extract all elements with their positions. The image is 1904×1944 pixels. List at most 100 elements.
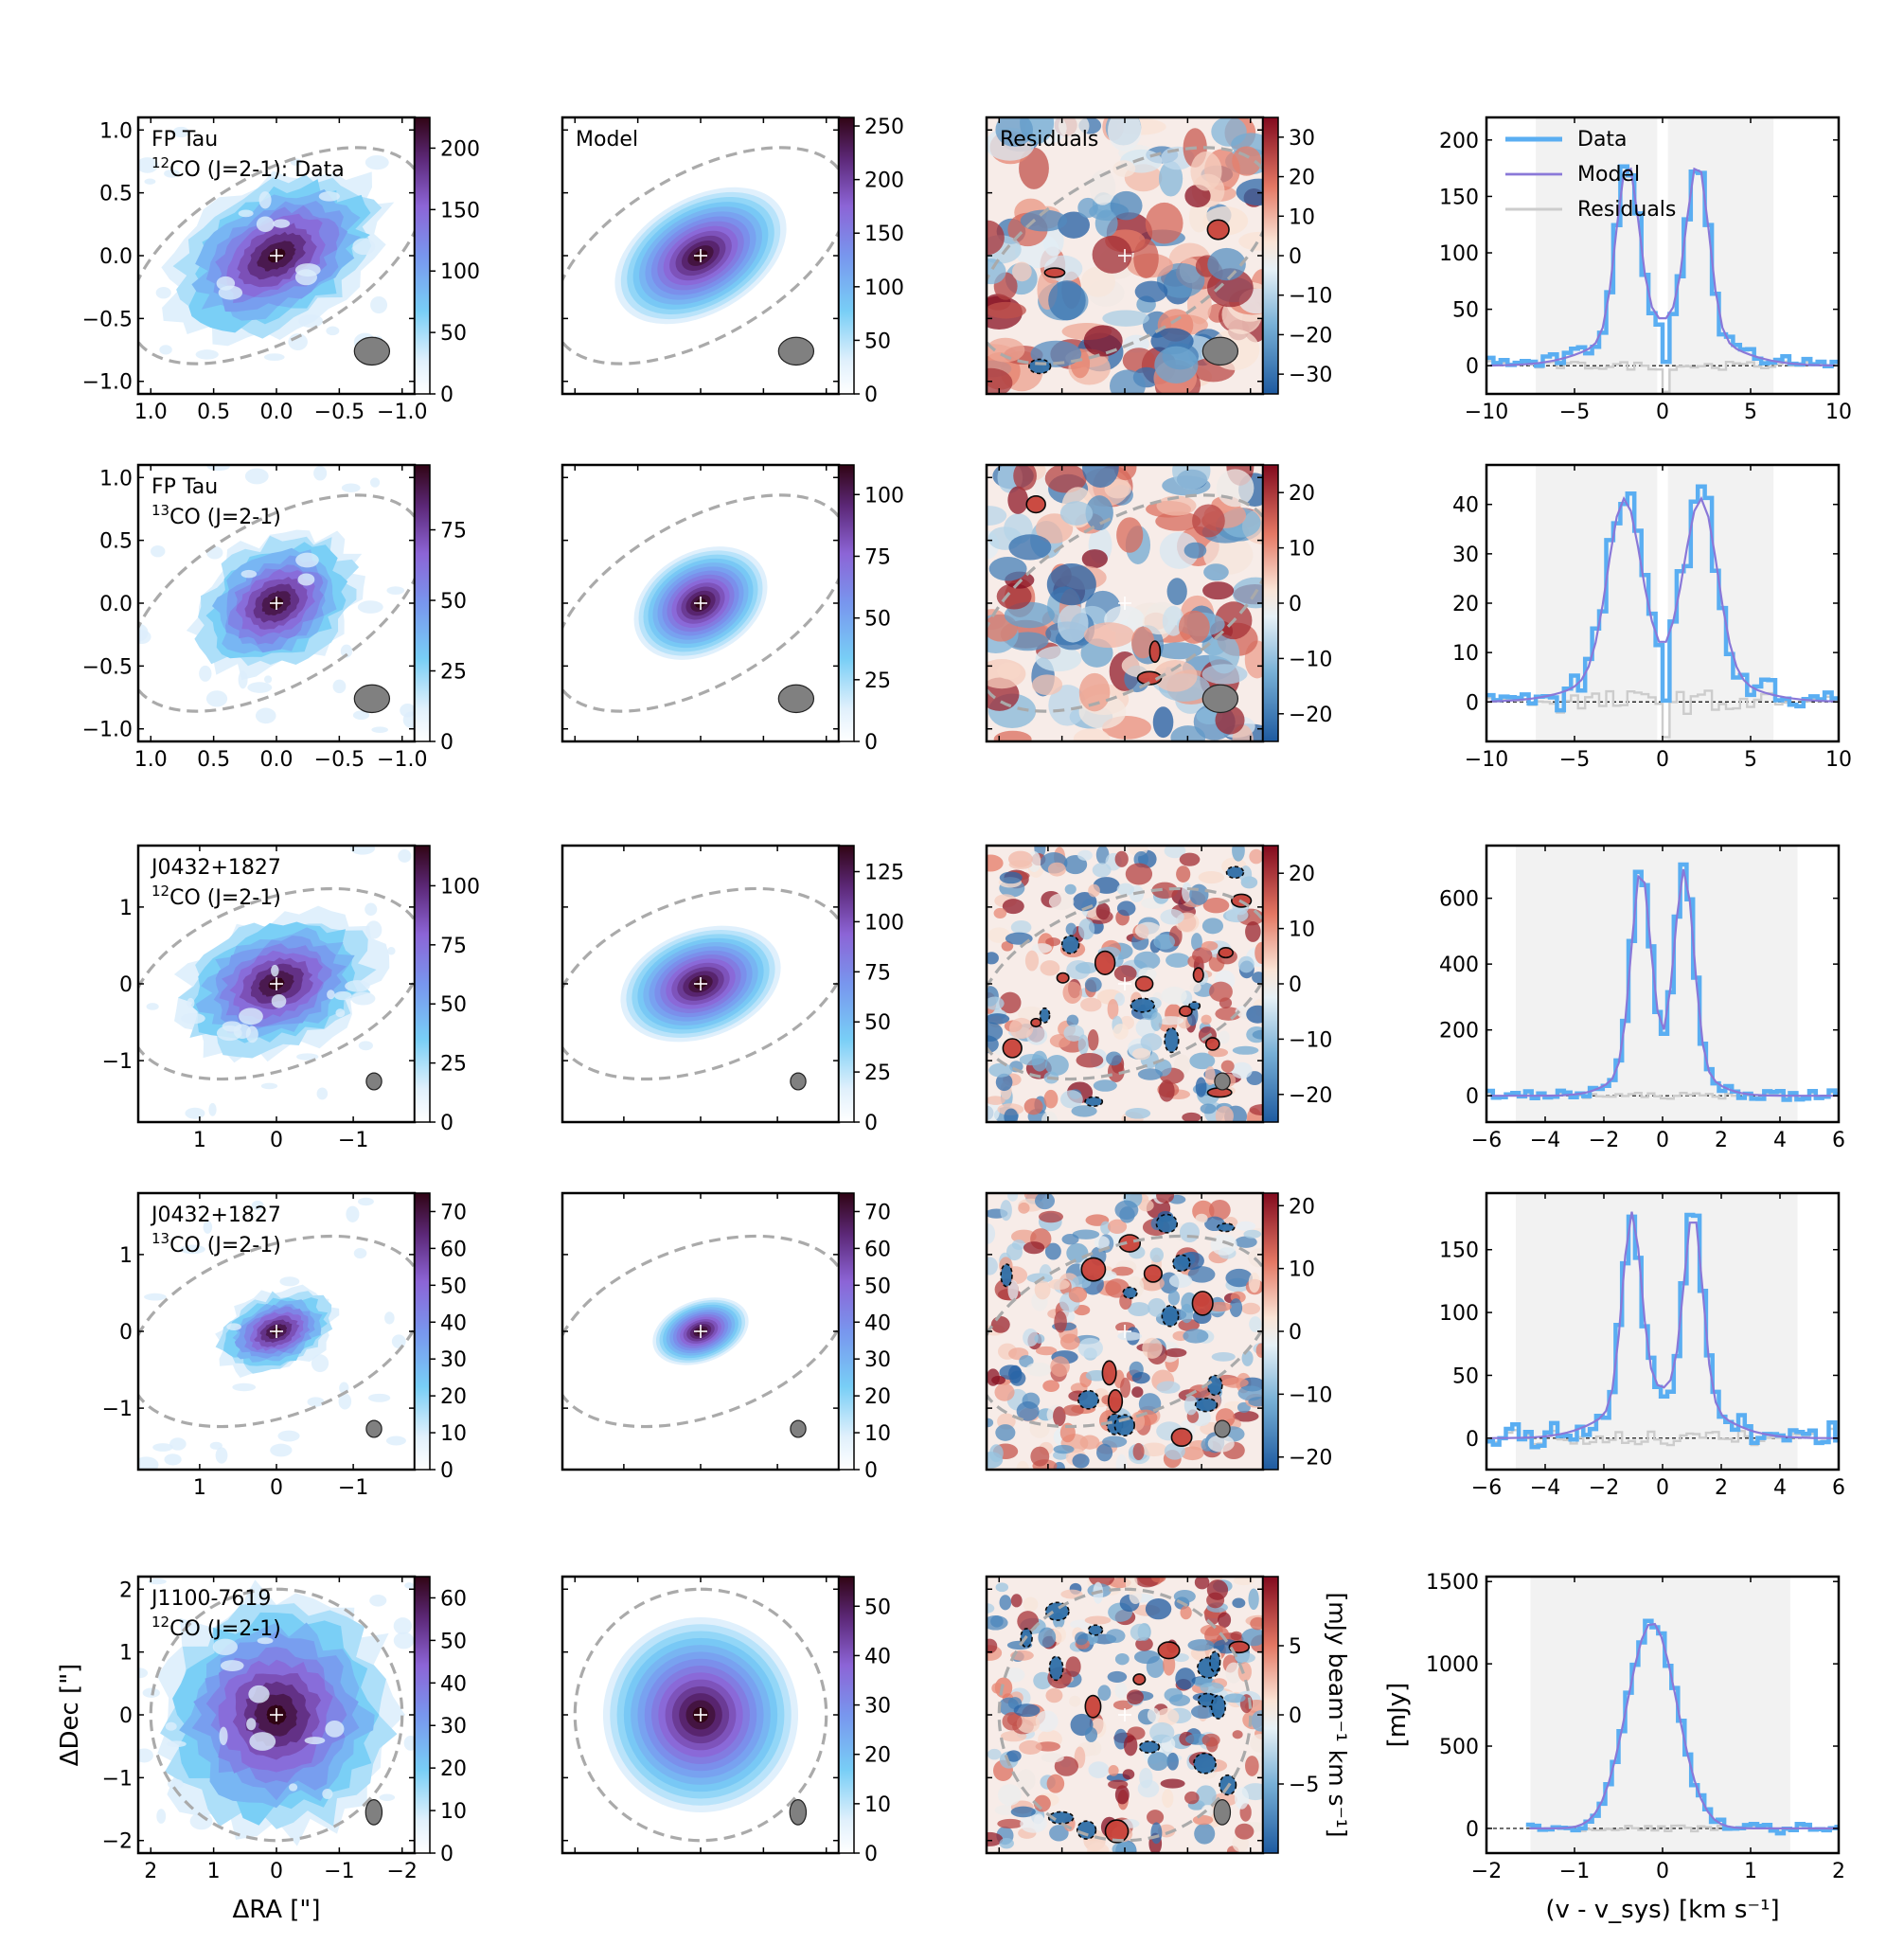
noise-patch xyxy=(232,1382,257,1392)
residual-patch xyxy=(1200,1103,1217,1115)
noise-patch xyxy=(370,295,388,314)
residual-patch xyxy=(1102,310,1149,327)
beam-ellipse xyxy=(365,1798,383,1826)
colorbar-tick-label: 30 xyxy=(440,1715,467,1739)
residual-patch xyxy=(1168,1274,1193,1289)
noise-patch xyxy=(340,644,353,658)
noise-patch xyxy=(138,157,159,173)
data-spectrum xyxy=(1486,862,1839,1102)
residual-patch xyxy=(1043,1089,1059,1109)
spectrum-panel-2: −6 −4 −2 0 2 4 6 0 200 400 600 xyxy=(1439,844,1845,1152)
residual-patch xyxy=(1222,1377,1249,1388)
spectrum-x-tick-label: −10 xyxy=(1465,748,1508,772)
residual-patch xyxy=(1044,1242,1061,1260)
residual-contour xyxy=(1170,1427,1193,1448)
residual-patch xyxy=(1005,1750,1022,1762)
residual-contour xyxy=(1148,640,1162,664)
residual-patch xyxy=(1068,1286,1088,1303)
residual-patch xyxy=(1018,1006,1045,1022)
residual-patch xyxy=(1137,1068,1163,1080)
residual-patch xyxy=(990,1316,1010,1333)
colorbar-tick-label: 50 xyxy=(440,993,467,1017)
colorbar-tick-label: 50 xyxy=(864,1011,891,1035)
noise-patch xyxy=(240,569,258,579)
residual-patch xyxy=(1248,1397,1263,1407)
residual-patch xyxy=(1013,465,1037,490)
residual-title: Residuals xyxy=(1000,128,1098,152)
residual-patch xyxy=(1112,1841,1136,1853)
residual-patch xyxy=(1192,504,1225,538)
residual-patch xyxy=(1047,862,1066,877)
spectrum-panel-3: −6 −4 −2 0 2 4 6 0 50 100 150 xyxy=(1439,1191,1845,1500)
beam-ellipse xyxy=(790,1072,807,1091)
noise-patch xyxy=(164,1454,182,1466)
colorbar-tick-label: 50 xyxy=(864,330,891,353)
spectrum-x-tick-label: 0 xyxy=(1656,401,1669,424)
colorbar-tick-label: 30 xyxy=(440,1348,467,1372)
colorbar-tick-label: 100 xyxy=(440,875,480,899)
spectrum-y-tick-label: 30 xyxy=(1452,544,1479,567)
noise-patch xyxy=(263,353,285,361)
colorbar-tick-label: 50 xyxy=(864,1596,891,1619)
noise-patch xyxy=(297,573,315,586)
residual-patch xyxy=(1077,1337,1103,1359)
residual-patch xyxy=(1072,1454,1090,1469)
residual-patch xyxy=(1164,846,1186,859)
noise-patch xyxy=(350,991,376,1006)
residual-patch xyxy=(988,1444,1004,1463)
noise-patch xyxy=(138,1748,153,1763)
colorbar-tick-label: 10 xyxy=(440,1422,467,1446)
residual-patch xyxy=(1084,976,1102,992)
residual-patch xyxy=(1107,1061,1125,1083)
residual-patch xyxy=(1208,634,1240,674)
residual-patch xyxy=(1023,1097,1043,1115)
colorbar-tick-label: 150 xyxy=(440,199,480,223)
residual-patch xyxy=(1125,1108,1151,1119)
map-panel-resid-0: 30 20 10 0 −10 −20 −30 Residuals xyxy=(985,116,1332,396)
residual-patch xyxy=(1044,465,1087,493)
residual-patch xyxy=(1190,151,1222,191)
residual-patch xyxy=(987,1368,1000,1386)
noise-patch xyxy=(216,1026,242,1042)
residual-patch xyxy=(1179,1222,1201,1243)
residual-patch xyxy=(1231,1061,1253,1079)
noise-patch xyxy=(335,1008,346,1018)
spectrum-x-tick-label: 10 xyxy=(1825,748,1852,772)
residual-contour xyxy=(1193,1752,1217,1775)
y-tick-label: 0 xyxy=(119,973,133,997)
noise-patch xyxy=(247,682,273,693)
map-panel-model-0: 0 50 100 150 200 250 Model xyxy=(561,116,904,407)
y-tick-label: 1 xyxy=(119,897,133,920)
x-tick-label: −1 xyxy=(338,1129,368,1152)
colorbar-tick-label: 75 xyxy=(864,545,891,569)
residual-patch xyxy=(1016,1460,1029,1470)
noise-patch xyxy=(279,1276,300,1287)
residual-patch xyxy=(1048,1278,1070,1291)
noise-patch xyxy=(209,1441,222,1450)
spectrum-x-axis-label: (v - v_sys) [km s⁻¹] xyxy=(1545,1896,1779,1924)
residual-patch xyxy=(1010,1806,1036,1818)
noise-patch xyxy=(325,1720,345,1738)
noise-patch xyxy=(379,1793,396,1801)
residual-patch xyxy=(1133,1650,1160,1665)
residual-patch xyxy=(1203,563,1229,581)
residual-patch xyxy=(1157,1824,1176,1838)
residual-patch xyxy=(1025,1362,1052,1377)
colorbar-tick-label: −20 xyxy=(1289,1447,1332,1471)
beam-ellipse xyxy=(353,336,391,366)
colorbar xyxy=(414,1192,431,1471)
residual-patch xyxy=(1054,1311,1067,1333)
residual-contour xyxy=(1138,1740,1161,1754)
residual-patch xyxy=(1114,1785,1130,1805)
residual-patch xyxy=(1216,469,1255,508)
residual-patch xyxy=(1075,1632,1089,1646)
noise-patch xyxy=(257,1637,274,1645)
colorbar-tick-label: 60 xyxy=(440,1238,467,1261)
residual-patch xyxy=(1087,1740,1102,1757)
residual-contour xyxy=(1076,1820,1097,1840)
residual-patch xyxy=(1201,1733,1220,1747)
residual-patch xyxy=(1112,1266,1134,1276)
panel-line-title: 12CO (J=2-1) xyxy=(151,1614,281,1641)
residual-patch xyxy=(1170,725,1206,741)
